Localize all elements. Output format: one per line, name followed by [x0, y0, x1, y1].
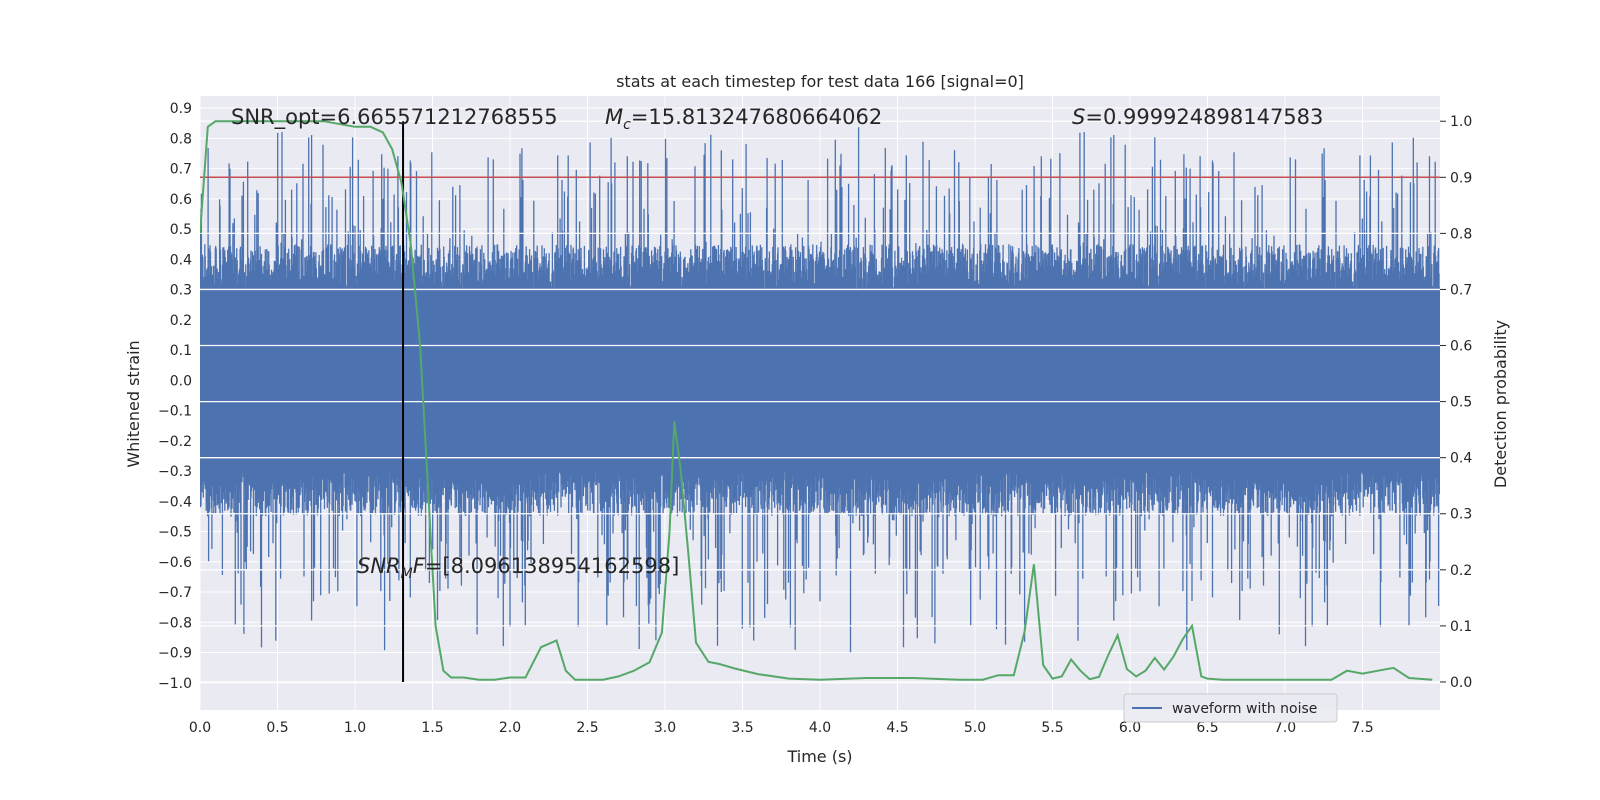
- y-tick-label-left: 0.8: [170, 131, 192, 147]
- y-axis-label-left: Whitened strain: [124, 340, 143, 467]
- y-tick-label-left: −1.0: [158, 676, 192, 692]
- y-tick-label-left: −0.4: [158, 494, 192, 510]
- y-tick-label-right: 0.9: [1450, 170, 1472, 186]
- x-tick-label: 4.5: [886, 720, 908, 736]
- y-tick-label-right: 0.5: [1450, 395, 1472, 411]
- y-tick-label-left: 0.3: [170, 283, 192, 299]
- y-tick-label-right: 1.0: [1450, 114, 1472, 130]
- x-tick-label: 7.0: [1274, 720, 1296, 736]
- x-axis-ticks: 0.0 0.5 1.0 1.5 2.0 2.5 3.0 3.5 4.0 4.5 5.0 5.5 6.0 6…: [189, 720, 1374, 736]
- left-axis-ticks: 0.9 0.8 0.7 0.6 0.5 0.4 0.3 0.2 0.1 0.0 −0.1 −0.2 −0…: [158, 101, 192, 692]
- y-tick-label-left: 0.7: [170, 162, 192, 178]
- x-tick-label: 1.0: [344, 720, 366, 736]
- legend-label-waveform: waveform with noise: [1172, 701, 1317, 717]
- y-tick-label-right: 0.4: [1450, 451, 1472, 467]
- x-tick-label: 5.0: [964, 720, 986, 736]
- detection-probability-series: [200, 120, 1433, 681]
- x-tick-label: 2.5: [576, 720, 598, 736]
- x-axis-label: Time (s): [786, 747, 852, 766]
- x-tick-label: 3.0: [654, 720, 676, 736]
- y-tick-label-left: −0.3: [158, 464, 192, 480]
- y-tick-label-right: 0.1: [1450, 619, 1472, 635]
- y-tick-label-right: 0.6: [1450, 339, 1472, 355]
- y-tick-label-right: 0.0: [1450, 675, 1472, 691]
- annotation-chirp-mass: Mc=15.813247680664062: [605, 105, 882, 133]
- x-tick-label: 7.5: [1351, 720, 1373, 736]
- annotation-snr-opt: SNR_opt=6.665571212768555: [231, 105, 558, 130]
- y-tick-label-left: 0.4: [170, 252, 192, 268]
- y-tick-label-right: 0.8: [1450, 226, 1472, 242]
- x-tick-label: 6.0: [1119, 720, 1141, 736]
- legend-box: [1123, 693, 1338, 723]
- y-tick-label-left: −0.1: [158, 404, 192, 420]
- annotation-snr-mf: SNRMF=[8.096138954162598]: [357, 554, 679, 582]
- x-tick-label: 0.5: [266, 720, 288, 736]
- waveform-series: [200, 127, 1440, 653]
- legend: waveform with noise: [1123, 693, 1338, 723]
- y-tick-label-left: 0.1: [170, 343, 192, 359]
- x-tick-label: 2.0: [499, 720, 521, 736]
- y-axis-label-right: Detection probability: [1491, 320, 1510, 488]
- x-tick-label: 1.5: [421, 720, 443, 736]
- x-tick-label: 0.0: [189, 720, 211, 736]
- y-tick-label-left: −0.6: [158, 555, 192, 571]
- y-tick-label-left: −0.7: [158, 585, 192, 601]
- y-tick-label-right: 0.2: [1450, 563, 1472, 579]
- x-tick-label: 3.5: [731, 720, 753, 736]
- annotation-s: S=0.999924898147583: [1072, 105, 1323, 129]
- y-tick-label-left: −0.8: [158, 615, 192, 631]
- y-tick-label-left: 0.0: [170, 373, 192, 389]
- x-tick-label: 5.5: [1041, 720, 1063, 736]
- y-tick-label-left: 0.9: [170, 101, 192, 117]
- y-tick-label-left: 0.2: [170, 313, 192, 329]
- x-tick-label: 4.0: [809, 720, 831, 736]
- chart-title: stats at each timestep for test data 166…: [616, 72, 1024, 91]
- y-tick-label-left: −0.9: [158, 646, 192, 662]
- y-tick-label-left: −0.2: [158, 434, 192, 450]
- right-axis-ticks: 1.0 0.9 0.8 0.7 0.6 0.5 0.4 0.3 0.2 0.1 0.0: [1440, 114, 1472, 691]
- y-tick-label-right: 0.7: [1450, 282, 1472, 298]
- y-tick-label-left: 0.6: [170, 192, 192, 208]
- y-tick-label-left: −0.5: [158, 525, 192, 541]
- y-tick-label-left: 0.5: [170, 222, 192, 238]
- x-tick-label: 6.5: [1196, 720, 1218, 736]
- y-tick-label-right: 0.3: [1450, 507, 1472, 523]
